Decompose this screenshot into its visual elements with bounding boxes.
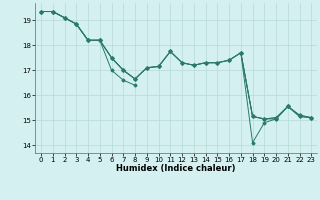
X-axis label: Humidex (Indice chaleur): Humidex (Indice chaleur): [116, 164, 236, 173]
